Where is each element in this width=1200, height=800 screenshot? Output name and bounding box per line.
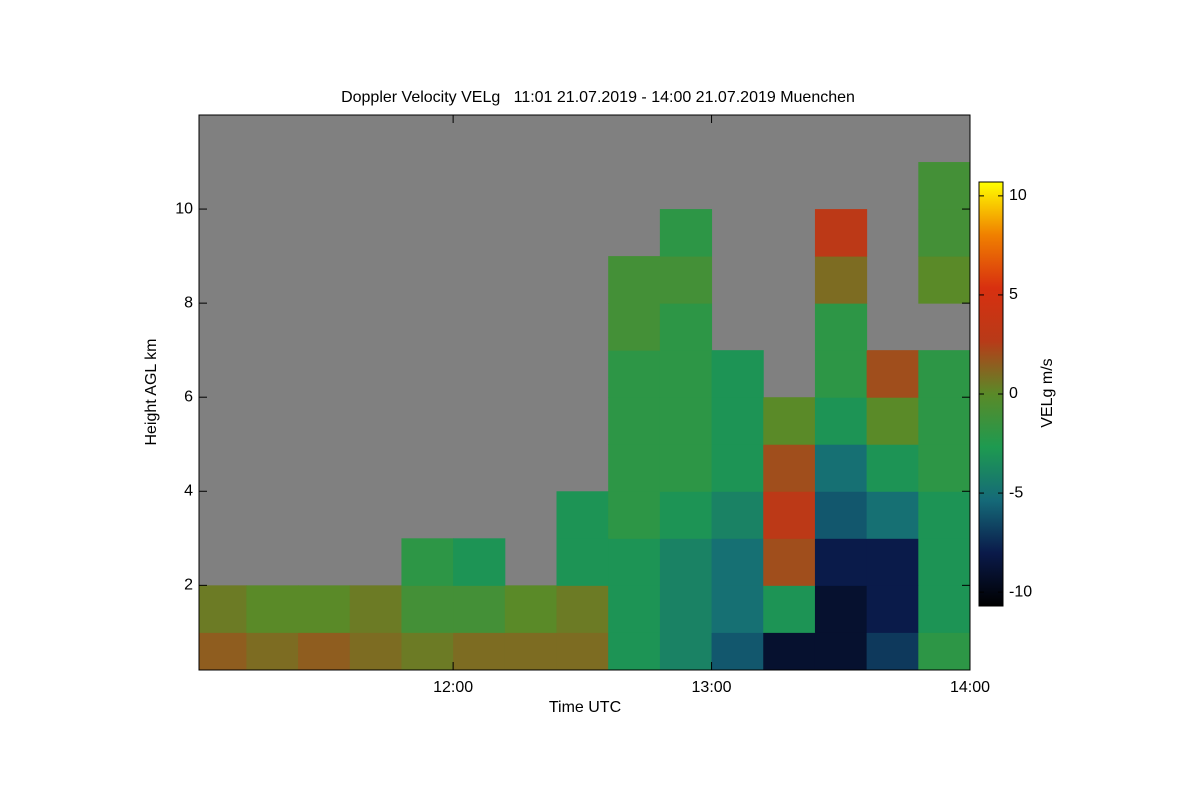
heatmap-cell [814, 538, 868, 586]
heatmap-cell [918, 491, 970, 539]
heatmap-cell [918, 209, 970, 257]
heatmap-cell [453, 632, 506, 670]
heatmap-cell [504, 632, 557, 670]
heatmap-cell [608, 444, 661, 492]
colorbar-label: VELg m/s [1039, 358, 1056, 427]
heatmap-cell [608, 397, 661, 445]
heatmap-cell [711, 538, 764, 586]
heatmap-cell [246, 632, 299, 670]
heatmap-cell [608, 256, 661, 304]
heatmap-cell [763, 632, 816, 670]
heatmap-cell [711, 397, 764, 445]
heatmap-cell [659, 303, 713, 351]
heatmap-cell [866, 350, 919, 398]
heatmap-cell [918, 585, 970, 633]
y-tick-label: 6 [184, 388, 193, 405]
heatmap-cell [763, 538, 816, 586]
colorbar-tick-label: 0 [1009, 385, 1018, 402]
heatmap-cell [866, 632, 919, 670]
x-tick-label: 12:00 [433, 679, 473, 696]
heatmap-cell [659, 444, 713, 492]
heatmap-cell [608, 632, 661, 670]
heatmap-cell [814, 303, 868, 351]
heatmap-cell [608, 303, 661, 351]
heatmap-cell [866, 491, 919, 539]
y-tick-label: 8 [184, 294, 193, 311]
heatmap-cell [556, 538, 609, 586]
heatmap-cell [866, 585, 919, 633]
colorbar-tick-label: 10 [1009, 187, 1027, 204]
colorbar-tick-label: -5 [1009, 484, 1023, 501]
heatmap-cell [401, 538, 454, 586]
heatmap-cell [711, 585, 764, 633]
heatmap-cell [608, 538, 661, 586]
heatmap-cell [814, 256, 868, 304]
colorbar-tick-label: 5 [1009, 286, 1018, 303]
chart-title: Doppler Velocity VELg 11:01 21.07.2019 -… [341, 89, 855, 106]
heatmap-cell [814, 632, 868, 670]
heatmap-cell [199, 585, 247, 633]
heatmap-cell [608, 491, 661, 539]
heatmap-cell [814, 397, 868, 445]
heatmap-cell [556, 585, 609, 633]
heatmap-cell [918, 256, 970, 304]
heatmap-cell [866, 538, 919, 586]
heatmap-cell [659, 397, 713, 445]
heatmap-cell [349, 585, 402, 633]
y-axis-label: Height AGL km [143, 338, 160, 445]
heatmap-cell [711, 491, 764, 539]
x-tick-label: 14:00 [950, 679, 990, 696]
heatmap-cell [659, 256, 713, 304]
heatmap-cell [763, 585, 816, 633]
heatmap-cell [814, 350, 868, 398]
heatmap-cell [918, 538, 970, 586]
heatmap-cells [199, 162, 970, 670]
heatmap-cell [659, 350, 713, 398]
heatmap-cell [814, 209, 868, 257]
heatmap-cell [401, 585, 454, 633]
plot-frame [198, 114, 971, 671]
heatmap-cell [659, 491, 713, 539]
heatmap-cell [298, 585, 351, 633]
heatmap-cell [763, 397, 816, 445]
heatmap-cell [918, 350, 970, 398]
heatmap-cell [659, 538, 713, 586]
heatmap-cell [556, 491, 609, 539]
heatmap-cell [659, 209, 713, 257]
x-axis-label: Time UTC [549, 699, 621, 716]
heatmap-cell [659, 632, 713, 670]
heatmap-cell [199, 632, 247, 670]
heatmap-cell [763, 444, 816, 492]
x-tick-label: 13:00 [692, 679, 732, 696]
heatmap-cell [711, 444, 764, 492]
heatmap-cell [711, 350, 764, 398]
heatmap-cell [298, 632, 351, 670]
heatmap-cell [763, 491, 816, 539]
heatmap-cell [814, 444, 868, 492]
y-tick-label: 10 [175, 200, 193, 217]
heatmap-cell [504, 585, 557, 633]
heatmap-cell [918, 444, 970, 492]
colorbar-tick-label: -10 [1009, 583, 1032, 600]
heatmap-cell [453, 585, 506, 633]
heatmap-cell [246, 585, 299, 633]
heatmap-cell [918, 397, 970, 445]
heatmap-cell [349, 632, 402, 670]
heatmap-cell [659, 585, 713, 633]
heatmap-cell [453, 538, 506, 586]
heatmap-cell [814, 585, 868, 633]
heatmap-cell [401, 632, 454, 670]
heatmap-cell [866, 397, 919, 445]
y-tick-label: 2 [184, 577, 193, 594]
y-tick-label: 4 [184, 482, 193, 499]
heatmap-cell [608, 585, 661, 633]
heatmap-cell [918, 632, 970, 670]
heatmap-cell [608, 350, 661, 398]
heatmap-cell [556, 632, 609, 670]
heatmap-cell [866, 444, 919, 492]
heatmap-cell [918, 162, 970, 210]
heatmap-cell [711, 632, 764, 670]
heatmap-cell [814, 491, 868, 539]
